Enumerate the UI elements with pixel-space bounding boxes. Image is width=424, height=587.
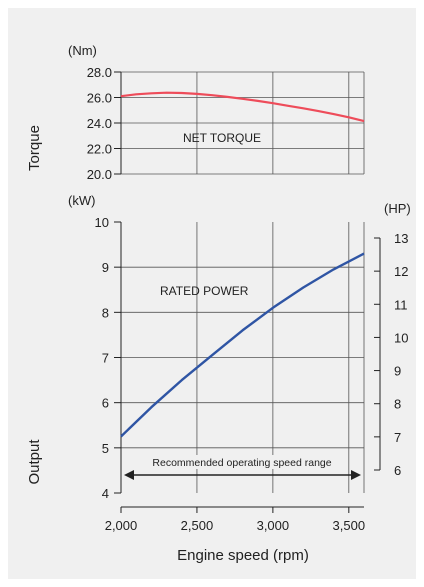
torque-axes: 20.0 22.0 24.0 26.0 28.0 <box>87 65 365 182</box>
output-series <box>120 252 365 438</box>
kw-tick-label: 6 <box>102 396 109 411</box>
hp-tick-label: 8 <box>394 397 401 412</box>
hp-tick-label: 11 <box>394 297 408 312</box>
range-label: Recommended operating speed range <box>152 457 331 469</box>
net-torque-label: NET TORQUE <box>183 131 261 145</box>
kw-tick-label: 4 <box>102 486 109 501</box>
x-tick-label: 2,500 <box>181 518 214 533</box>
torque-unit-label: (Nm) <box>68 43 97 58</box>
hp-tick-label: 12 <box>394 264 408 279</box>
torque-series <box>120 91 365 123</box>
torque-tick-label: 26.0 <box>87 91 112 106</box>
output-axes: 4 5 6 7 8 9 10 6 7 8 9 10 11 12 13 <box>95 215 409 501</box>
torque-tick-label: 24.0 <box>87 116 112 131</box>
torque-tick-label: 20.0 <box>87 167 112 182</box>
rated-power-line <box>120 252 365 438</box>
x-axis-label: Engine speed (rpm) <box>177 547 309 564</box>
torque-axis-label: Torque <box>26 125 43 171</box>
output-gridlines <box>121 222 364 493</box>
kw-unit-label: (kW) <box>68 193 95 208</box>
output-axis-label: Output <box>26 439 43 485</box>
rated-power-label: RATED POWER <box>160 284 249 298</box>
torque-tick-label: 22.0 <box>87 142 112 157</box>
kw-tick-label: 9 <box>102 260 109 275</box>
hp-tick-label: 6 <box>394 463 401 478</box>
chart-background <box>8 8 416 579</box>
hp-tick-label: 9 <box>394 364 401 379</box>
kw-tick-label: 5 <box>102 441 109 456</box>
net-torque-line <box>120 91 365 123</box>
hp-tick-label: 13 <box>394 231 408 246</box>
hp-tick-label: 7 <box>394 430 401 445</box>
x-tick-label: 3,000 <box>257 518 290 533</box>
range-arrow-left-head <box>124 470 134 480</box>
kw-tick-label: 8 <box>102 305 109 320</box>
x-axis: 2,000 2,500 3,000 3,500 <box>105 506 366 533</box>
torque-gridlines <box>121 71 364 175</box>
hp-tick-label: 10 <box>394 330 408 345</box>
hp-unit-label: (HP) <box>384 201 411 216</box>
range-arrow-right-head <box>351 470 361 480</box>
x-tick-label: 2,000 <box>105 518 138 533</box>
x-tick-label: 3,500 <box>333 518 366 533</box>
torque-tick-label: 28.0 <box>87 65 112 80</box>
range-label-box <box>136 455 348 469</box>
kw-tick-label: 10 <box>95 215 109 230</box>
kw-tick-label: 7 <box>102 351 109 366</box>
